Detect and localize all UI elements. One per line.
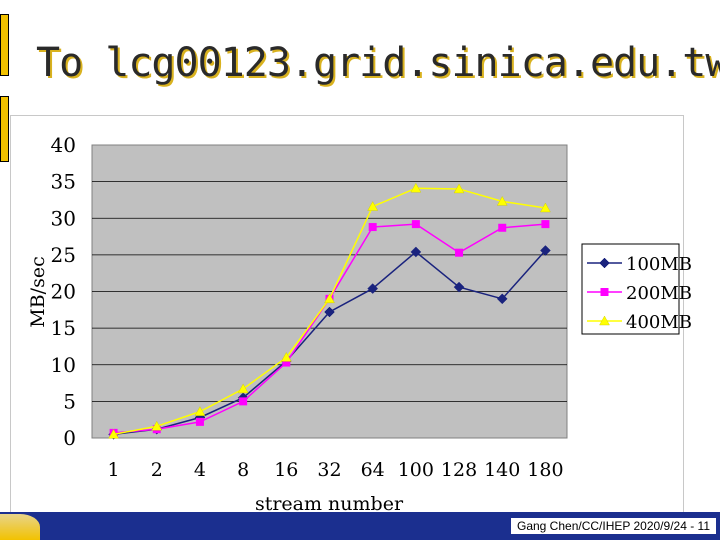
data-point <box>195 417 204 426</box>
data-point <box>541 220 550 229</box>
data-point <box>367 283 379 294</box>
data-point <box>324 306 335 318</box>
data-point <box>410 246 422 258</box>
y-tick-label: 0 <box>63 426 76 450</box>
x-tick-label: 2 <box>151 459 163 481</box>
data-point <box>453 281 465 293</box>
data-point <box>496 195 508 206</box>
data-point <box>282 358 291 367</box>
y-tick-label: 40 <box>51 133 76 157</box>
data-point <box>324 293 335 304</box>
y-tick-label: 10 <box>51 353 76 377</box>
x-tick-label: 140 <box>484 459 520 481</box>
data-point <box>540 245 551 256</box>
x-axis-label: stream number <box>255 493 404 515</box>
left-accent-bar-bottom <box>0 96 9 162</box>
data-point <box>411 220 420 229</box>
legend-box <box>581 243 680 335</box>
x-tick-label: 8 <box>237 459 249 481</box>
data-point <box>498 223 507 232</box>
data-point <box>237 383 249 394</box>
y-tick-label: 5 <box>63 389 76 413</box>
data-point <box>599 257 610 269</box>
data-point <box>599 315 610 326</box>
data-point <box>367 201 379 211</box>
y-tick-labels: 0 5 10 15 20 25 30 35 40 <box>51 133 76 450</box>
data-point <box>453 183 465 194</box>
institute-logo <box>0 514 40 540</box>
legend-label: 400MB <box>626 312 692 333</box>
y-tick-label: 30 <box>51 206 76 230</box>
series-group <box>108 182 551 440</box>
legend-label: 100MB <box>626 254 692 275</box>
legend: 100MB 200MB 400MB <box>581 243 692 335</box>
x-tick-label: 180 <box>527 459 563 481</box>
data-point <box>410 182 422 193</box>
data-point <box>496 293 508 305</box>
x-tick-label: 64 <box>361 459 385 481</box>
x-tick-label: 128 <box>441 459 477 481</box>
slide-title: To lcg00123.grid.sinica.edu.tw <box>36 40 720 86</box>
y-tick-label: 25 <box>51 243 76 267</box>
y-axis-label: MB/sec <box>27 256 49 327</box>
y-tick-label: 15 <box>51 316 76 340</box>
legend-label: 200MB <box>626 283 692 304</box>
data-point <box>455 248 464 257</box>
y-tick-label: 20 <box>51 280 76 304</box>
x-tick-label: 100 <box>398 459 434 481</box>
legend-items: 100MB 200MB 400MB <box>587 254 692 333</box>
data-point <box>280 352 292 362</box>
x-tick-labels: 1 2 4 8 16 32 64 100 128 140 180 <box>108 459 564 481</box>
data-point <box>108 428 119 439</box>
gridlines <box>92 181 567 402</box>
y-tick-label: 35 <box>51 170 76 194</box>
data-point <box>540 202 551 213</box>
x-tick-label: 32 <box>317 459 341 481</box>
data-point <box>239 397 248 406</box>
footer-text: Gang Chen/CC/IHEP 2020/9/24 - 11 <box>510 518 716 534</box>
x-tick-label: 1 <box>108 459 120 481</box>
x-tick-label: 16 <box>274 459 298 481</box>
data-point <box>194 406 206 416</box>
data-point <box>368 223 377 232</box>
x-tick-label: 4 <box>194 459 206 481</box>
data-point <box>600 288 609 296</box>
left-accent-bar-top <box>0 14 9 76</box>
data-point <box>151 420 163 431</box>
